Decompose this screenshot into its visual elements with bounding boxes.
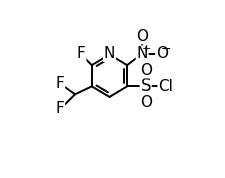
Text: N: N: [103, 46, 115, 61]
Text: F: F: [76, 46, 85, 61]
Text: Cl: Cl: [158, 79, 172, 94]
Text: O: O: [135, 28, 147, 43]
Text: F: F: [55, 76, 64, 91]
Text: N: N: [136, 46, 147, 61]
Text: F: F: [55, 101, 64, 116]
Text: O: O: [155, 46, 167, 61]
Text: +: +: [141, 44, 151, 54]
Text: O: O: [139, 63, 151, 78]
Text: −: −: [160, 43, 171, 56]
Text: O: O: [139, 95, 151, 110]
Text: S: S: [140, 77, 150, 95]
